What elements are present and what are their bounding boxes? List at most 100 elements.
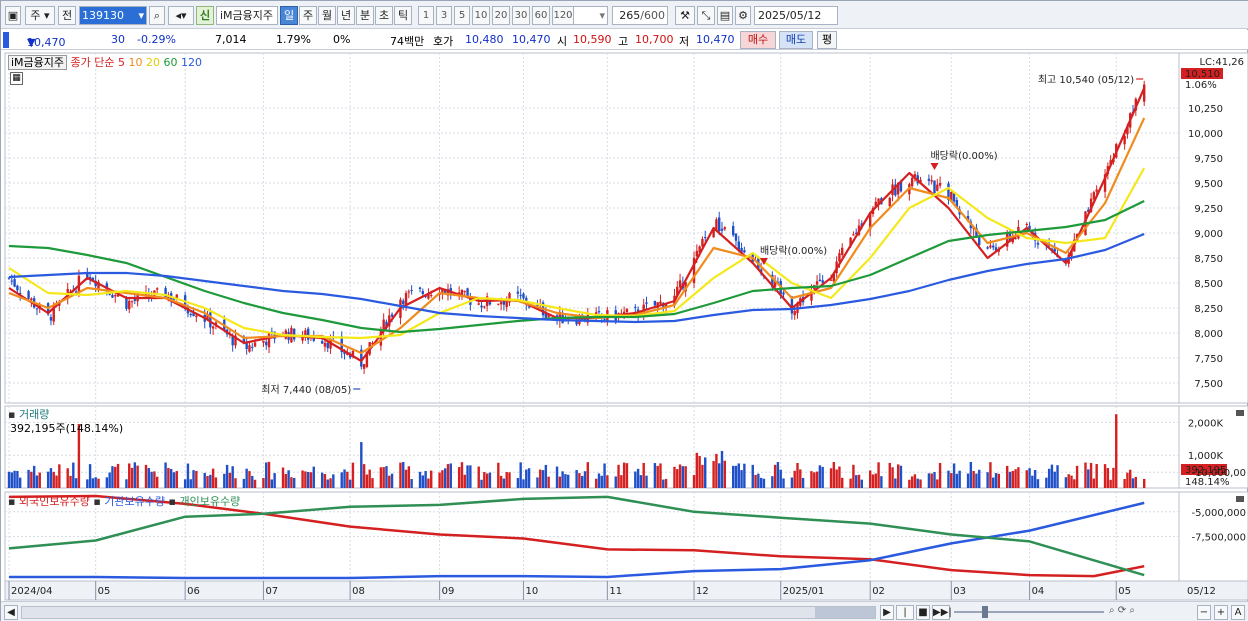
period-tab[interactable]: 주 [299,6,317,25]
interval-tab[interactable]: 20 [492,6,510,25]
period-tab[interactable]: 틱 [394,6,412,25]
period-tab[interactable]: 초 [375,6,393,25]
stop-button[interactable]: ■ [916,605,930,620]
zoom-slider-handle[interactable] [982,606,988,618]
zoom-tool-icons[interactable]: ⌕ ⟳ ⌕ [1109,605,1135,616]
volume-bar [390,473,394,488]
candle-body [466,288,469,297]
interval-tab[interactable]: 60 [532,6,550,25]
volume-bar [522,479,525,488]
zoom-in-button[interactable]: + [1214,605,1228,620]
volume-title[interactable]: 거래량 [18,408,50,421]
volume-bar [773,464,777,488]
date-tick-label: 04 [1032,586,1045,597]
legend-individual[interactable]: 개인보유수량 [179,495,241,508]
volume-bar [1089,462,1093,488]
scroll-left-button[interactable]: ◀ [4,605,18,620]
candle-body [715,219,718,230]
search-icon[interactable]: ⌕ [149,6,165,25]
period-tab[interactable]: 일 [280,6,298,25]
window-menu-icon[interactable]: ▣ [5,6,21,25]
legend-ma60[interactable]: 60 [163,56,178,69]
candle-body [659,301,662,305]
candle-body [348,355,352,358]
date-tick-label: 05 [1118,586,1131,597]
stock-name-field[interactable]: iM금융지주 [216,6,278,25]
candle-body [111,294,114,298]
date-field[interactable]: 2025/05/12 [754,6,838,25]
rewind-button[interactable]: |◀◀ [896,605,914,621]
legend-institution[interactable]: 기관보유수량 [104,495,166,508]
volume-bar [281,467,285,488]
volume-bar [639,475,643,488]
legend-ma10[interactable]: 10 [128,56,143,69]
holdings-line [8,495,1145,577]
volume-bar [1045,477,1048,488]
interval-tab[interactable]: 30 [512,6,530,25]
panel-close-icon[interactable] [1236,496,1244,502]
eval-button[interactable]: 평 [817,31,837,49]
volume-bar [634,471,637,488]
volume-bar [438,472,441,488]
custom-interval-input[interactable]: ▾ [572,6,608,25]
gear-icon[interactable]: ⚙ [735,6,751,25]
period-tab[interactable]: 년 [337,6,355,25]
sell-button[interactable]: 매도 [779,31,813,49]
interval-tab[interactable]: 3 [436,6,452,25]
volume-bar [860,479,864,488]
auto-scale-button[interactable]: A [1231,605,1245,620]
count-field[interactable]: 265/600 [612,6,668,25]
candle-body [645,302,648,304]
scroll-right-button[interactable]: ▶ [880,605,894,620]
draw-icon[interactable]: ⤡ [697,6,715,25]
volume-bar [757,473,760,488]
new-stock-badge[interactable]: 신 [196,6,214,25]
scrollbar-thumb[interactable] [815,607,875,618]
volume-bar [681,466,685,488]
volume-bar [715,453,718,488]
grid-toggle-icon[interactable]: ▦ [10,72,23,85]
interval-tab[interactable]: 5 [454,6,470,25]
stock-chart[interactable]: 2024/04 05 06 07 08 09 10 11 12 2025/01 02 03 04 05 05… [1,51,1248,601]
price-tick-label: 9,250 [1194,204,1223,215]
candle-body [829,279,833,281]
candle-body [242,336,246,343]
interval-tab[interactable]: 10 [472,6,490,25]
legend-ma-label[interactable]: 종가 단순 [70,56,115,69]
lc-label: LC:41,26 [1199,57,1244,68]
candle-body [849,237,852,246]
period-tab[interactable]: 월 [318,6,336,25]
candle-body [245,343,248,350]
sound-icon[interactable]: ◂▾ [168,6,194,25]
volume-bar [133,462,137,488]
candle-body [74,291,78,293]
save-icon[interactable]: ▤ [717,6,733,25]
tools-icon[interactable]: ⚒ [675,6,695,25]
volume-bar [301,470,304,488]
volume-bar [1033,470,1037,488]
legend-ma5[interactable]: 5 [118,56,126,69]
zoom-slider[interactable] [954,606,1104,618]
panel-close-icon[interactable] [1236,410,1244,416]
volume-bar [424,470,427,488]
legend-ma120[interactable]: 120 [181,56,203,69]
candle-body [192,313,195,317]
prev-button[interactable]: 전 [58,6,76,25]
legend-ma20[interactable]: 20 [146,56,161,69]
legend-stock-name[interactable]: iM금융지주 [8,55,68,70]
candle-body [133,298,137,301]
legend-foreign[interactable]: 외국인보유수량 [18,495,90,508]
volume-bar [267,461,271,488]
fast-forward-button[interactable]: ▶▶| [932,605,952,620]
stock-code-input[interactable]: 139130 ▾ [79,6,147,25]
volume-bar [164,462,167,488]
period-tab[interactable]: 분 [356,6,374,25]
interval-tab[interactable]: 1 [418,6,434,25]
volume-bar [326,479,329,488]
candle-body [986,247,989,249]
buy-button[interactable]: 매수 [740,31,776,49]
interval-tab[interactable]: 120 [552,6,574,25]
period-select[interactable]: 주 ▾ [25,6,55,25]
zoom-out-button[interactable]: − [1197,605,1211,620]
horizontal-scrollbar[interactable] [21,606,876,619]
